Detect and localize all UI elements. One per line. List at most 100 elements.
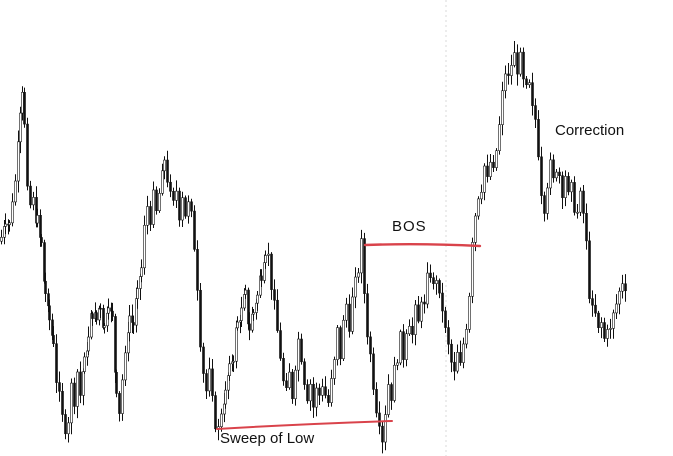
candle-body-bearish	[567, 176, 570, 193]
candle-body-bullish	[128, 315, 131, 334]
candle-body-bearish	[603, 322, 606, 339]
candle-body-bullish	[146, 206, 149, 226]
candle-body-bullish	[564, 176, 567, 198]
candle-body-bullish	[321, 386, 324, 396]
candle-body-bearish	[339, 327, 342, 360]
candle-body-bearish	[492, 161, 495, 168]
candle-body-bullish	[32, 197, 35, 206]
candle-body-bullish	[235, 327, 238, 362]
bos-level-line	[363, 243, 482, 248]
candle-body-bullish	[87, 336, 90, 352]
candle-body-bearish	[196, 249, 199, 291]
candle-body-bearish	[111, 310, 114, 317]
candle-body-bearish	[522, 51, 525, 80]
candle-body-bullish	[387, 384, 390, 415]
candle-body-bullish	[474, 215, 477, 243]
candle-body-bearish	[363, 238, 366, 294]
candle-body-bullish	[224, 389, 227, 405]
candle-body-bullish	[510, 65, 513, 76]
candle-body-bearish	[55, 343, 58, 383]
candle-body-bearish	[450, 343, 453, 363]
candle-body-bullish	[158, 193, 161, 211]
annotation-sweep-of-low: Sweep of Low	[220, 430, 314, 447]
candle-body-bullish	[232, 360, 235, 363]
candle-body-bullish	[579, 190, 582, 213]
candle-body-bullish	[152, 189, 155, 225]
candle-body-bullish	[501, 90, 504, 125]
candle-body-bearish	[453, 361, 456, 372]
candle-body-bullish	[483, 165, 486, 193]
candle-body-bearish	[260, 275, 263, 281]
candle-body-bullish	[240, 307, 243, 321]
candle-body-bearish	[516, 52, 519, 75]
candle-body-bearish	[390, 384, 393, 401]
candle-body-bearish	[172, 190, 175, 201]
candle-body-bullish	[426, 272, 429, 305]
candle-body-bullish	[175, 190, 178, 201]
candle-body-bearish	[199, 289, 202, 348]
candle-body-bearish	[441, 292, 444, 312]
candle-body-bullish	[345, 303, 348, 321]
candle-body-bearish	[486, 165, 489, 177]
candle-body-bullish	[0, 236, 3, 242]
candle-body-bearish	[95, 312, 98, 321]
candle-body-bearish	[369, 336, 372, 355]
candle-body-bearish	[132, 322, 135, 326]
candle-body-bearish	[282, 358, 285, 382]
candle-body-bearish	[64, 414, 67, 435]
candle-body-bearish	[279, 330, 282, 359]
candle-body-bullish	[618, 290, 621, 305]
candle-body-bearish	[91, 313, 94, 319]
candle-body-bullish	[181, 197, 184, 221]
candle-body-bearish	[248, 323, 251, 331]
candle-body-bullish	[315, 387, 318, 408]
candle-body-bullish	[297, 338, 300, 371]
candle-body-bullish	[354, 276, 357, 298]
candle-body-bearish	[597, 312, 600, 328]
candle-body-bullish	[330, 378, 333, 403]
candle-body-bearish	[306, 384, 309, 402]
candle-body-bullish	[252, 312, 255, 315]
candle-body-bullish	[8, 222, 11, 226]
candle-body-bearish	[73, 382, 76, 407]
candle-body-bearish	[534, 105, 537, 120]
candle-body-bullish	[342, 319, 345, 360]
candle-body-bearish	[276, 299, 279, 331]
candle-body-bullish	[267, 253, 270, 256]
candle-body-bullish	[528, 82, 531, 86]
candle-body-bullish	[555, 171, 558, 179]
candle-body-bearish	[324, 386, 327, 396]
candle-body-bullish	[140, 267, 143, 277]
candle-body-bearish	[273, 289, 276, 301]
candle-body-bearish	[591, 298, 594, 306]
candle-body-bearish	[540, 156, 543, 196]
candle-body-bullish	[465, 329, 468, 345]
candle-body-bullish	[396, 362, 399, 366]
candle-body-bullish	[480, 191, 483, 200]
candle-body-bullish	[570, 182, 573, 193]
candle-body-bullish	[294, 369, 297, 400]
candle-body-bearish	[61, 390, 64, 415]
candle-body-bullish	[513, 52, 516, 66]
candle-body-bullish	[420, 301, 423, 322]
candle-body-bullish	[477, 198, 480, 217]
candle-body-bearish	[525, 78, 528, 86]
candle-body-bearish	[318, 387, 321, 396]
candle-body-bullish	[435, 280, 438, 284]
candle-body-bearish	[375, 389, 378, 414]
candle-body-bullish	[606, 329, 609, 339]
candle-body-bearish	[417, 304, 420, 322]
candle-body-bearish	[166, 159, 169, 183]
candle-body-bearish	[58, 382, 61, 392]
candle-body-bearish	[178, 190, 181, 221]
candle-body-bullish	[36, 215, 39, 224]
candle-body-bearish	[285, 380, 288, 388]
candle-body-bearish	[447, 327, 450, 345]
candle-body-bullish	[143, 224, 146, 269]
candle-body-bearish	[429, 272, 432, 278]
candle-body-bearish	[149, 206, 152, 225]
annotation-bos: BOS	[392, 218, 427, 235]
candle-body-bullish	[309, 383, 312, 402]
candle-body-bullish	[405, 333, 408, 360]
candle-body-bearish	[115, 372, 118, 394]
